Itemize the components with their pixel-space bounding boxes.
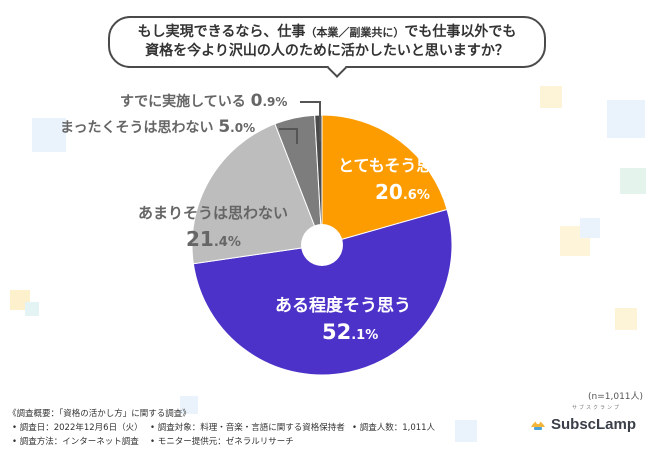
decoration-square <box>540 86 562 108</box>
sample-size: (n=1,011人) <box>588 392 644 402</box>
label-somewhat-pct: 52.1% <box>322 320 378 344</box>
leader-line-not-at-all <box>279 128 297 130</box>
slice-very-much <box>321 114 448 246</box>
decoration-square <box>620 168 646 194</box>
lamp-icon <box>529 413 547 435</box>
slice-somewhat <box>192 208 453 376</box>
subsclamp-logo: SubscLamp <box>529 413 636 435</box>
decoration-square <box>25 302 39 316</box>
label-not-really-pct: 21.4% <box>186 227 241 251</box>
question-line2: 資格を今より沢山の人のために活かしたいと思いますか？ <box>145 43 509 59</box>
survey-provider: • モニター提供元：ゼネラルリサーチ <box>150 437 294 447</box>
label-very-much-pct-int: 20 <box>375 180 403 204</box>
donut-hole <box>301 224 343 266</box>
label-not-at-all-pct-dec: .0% <box>230 121 256 135</box>
label-already-pct-int: 0 <box>250 91 263 111</box>
label-not-really-pct-int: 21 <box>186 227 214 251</box>
label-not-at-all-text: まったくそうは思わない <box>60 120 214 136</box>
leader-line-already <box>300 101 320 103</box>
survey-title: 《調査概要：「資格の活かし方」に関する調査》 <box>8 409 191 419</box>
label-already-text: すでに実施している <box>120 94 246 110</box>
slice-not-really <box>191 123 323 265</box>
label-already-pct-dec: .9% <box>262 95 288 109</box>
label-very-much-pct: 20.6% <box>375 180 430 204</box>
label-somewhat: ある程度そう思う <box>275 296 411 316</box>
label-not-at-all-pct-int: 5 <box>218 117 231 137</box>
logo-text: SubscLamp <box>551 415 637 433</box>
label-somewhat-pct-dec: .1% <box>351 328 379 343</box>
label-very-much: とてもそう思う <box>338 156 449 175</box>
label-somewhat-pct-int: 52 <box>322 320 352 344</box>
decoration-square <box>32 118 66 152</box>
label-already: すでに実施している 0.9% <box>120 91 287 111</box>
question-line1-b: でも仕事以外でも <box>404 24 517 40</box>
survey-date: • 調査日：2022年12月6日（火） <box>12 423 143 433</box>
survey-target: • 調査対象：料理・音楽・言語に関する資格保持者 <box>150 423 345 433</box>
question-line1-paren: （本業／副業共に） <box>305 26 405 39</box>
label-not-really: あまりそうは思わない <box>138 204 289 222</box>
logo-ruby: サブスクランプ <box>572 405 621 411</box>
question-bubble: もし実現できるなら、仕事（本業／副業共に）でも仕事以外でも 資格を今より沢山の人… <box>108 16 546 78</box>
decoration-square <box>615 308 637 330</box>
decoration-square <box>607 100 645 138</box>
decoration-square <box>580 218 600 238</box>
slice-already <box>314 114 323 246</box>
survey-count: • 調査人数：1,011人 <box>352 423 436 433</box>
decoration-square <box>180 396 198 414</box>
leader-line-already-v <box>319 101 321 141</box>
question-text: もし実現できるなら、仕事（本業／副業共に）でも仕事以外でも 資格を今より沢山の人… <box>138 23 517 61</box>
survey-method: • 調査方法：インターネット調査 <box>12 437 139 447</box>
label-not-really-pct-dec: .4% <box>213 235 241 250</box>
label-not-at-all: まったくそうは思わない 5.0% <box>60 117 255 137</box>
label-very-much-pct-dec: .6% <box>402 188 430 203</box>
leader-line-not-at-all-v <box>296 128 298 144</box>
decoration-square <box>455 420 477 442</box>
question-line1-a: もし実現できるなら、仕事 <box>137 24 306 40</box>
